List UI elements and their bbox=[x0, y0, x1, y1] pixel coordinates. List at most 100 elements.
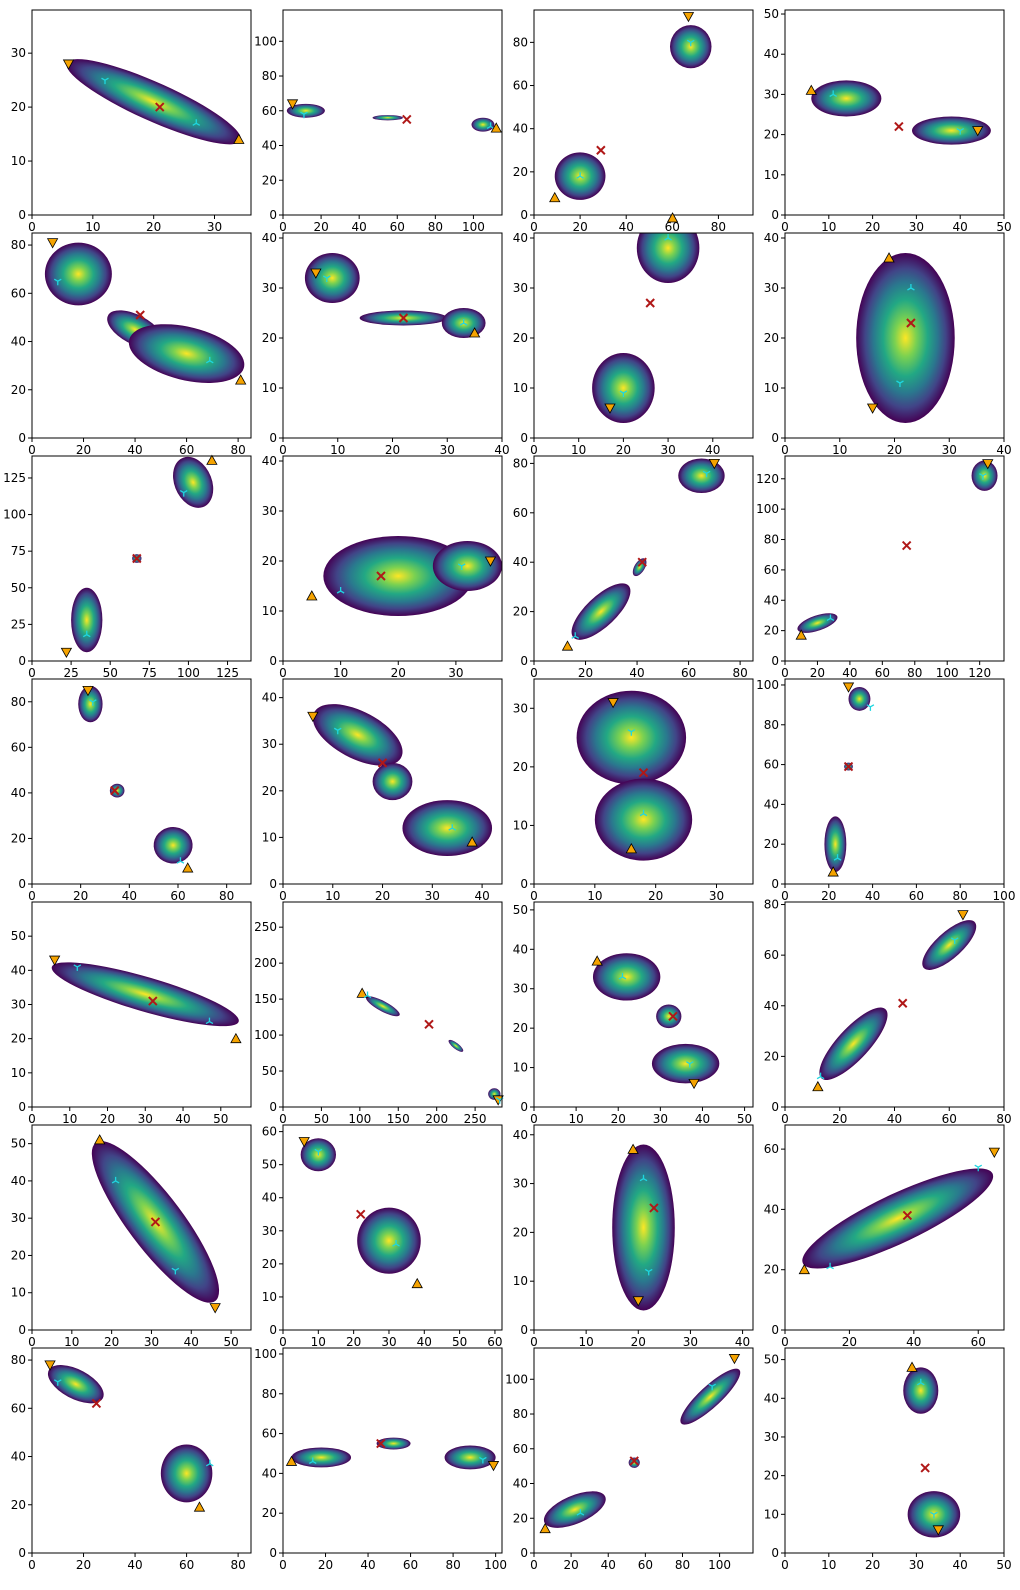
y-tick-label: 0 bbox=[771, 208, 779, 222]
x-tick-label: 60 bbox=[170, 889, 185, 903]
y-tick-label: 20 bbox=[764, 837, 779, 851]
y-tick-label: 0 bbox=[18, 431, 26, 445]
y-tick-label: 80 bbox=[764, 898, 779, 912]
blob bbox=[802, 1168, 994, 1269]
y-tick-label: 0 bbox=[520, 431, 528, 445]
y-tick-label: 20 bbox=[11, 1032, 26, 1046]
y-tick-label: 20 bbox=[262, 554, 277, 568]
x-tick-label: 20 bbox=[146, 220, 161, 234]
marker bbox=[457, 563, 466, 570]
x-tick-label: 80 bbox=[428, 220, 443, 234]
y-tick-label: 40 bbox=[764, 593, 779, 607]
y-tick-label: 0 bbox=[771, 1100, 779, 1114]
heatmap-space bbox=[592, 233, 700, 423]
panel: 0 10 20 30 40 50 0 10 20 30 40 50 bbox=[764, 1347, 1012, 1572]
marker bbox=[392, 1240, 400, 1247]
marker bbox=[956, 128, 965, 135]
marker bbox=[300, 111, 308, 119]
y-tick-label: 60 bbox=[11, 1401, 26, 1415]
marker bbox=[618, 972, 627, 980]
y-tick-label: 0 bbox=[18, 208, 26, 222]
panel: 0 20 40 60 80 0 20 40 60 80 bbox=[513, 9, 754, 234]
x-tick-label: 30 bbox=[683, 1335, 698, 1349]
x-tick-label: 30 bbox=[138, 1112, 153, 1126]
y-tick-label: 100 bbox=[756, 678, 779, 692]
heatmap bbox=[592, 233, 700, 423]
y-tick-label: 0 bbox=[18, 654, 26, 668]
panel: 0 10 20 30 40 0 10 20 30 40 bbox=[262, 231, 510, 457]
y-tick-label: 40 bbox=[764, 1391, 779, 1405]
y-tick-label: 10 bbox=[764, 1507, 779, 1521]
x-tick-label: 20 bbox=[572, 220, 587, 234]
heatmap bbox=[304, 253, 486, 338]
x-tick-label: 0 bbox=[781, 1112, 789, 1126]
marker bbox=[466, 836, 478, 847]
y-tick-label: 20 bbox=[513, 1225, 528, 1239]
heatmap-space bbox=[366, 996, 501, 1100]
x-tick-label: 20 bbox=[887, 443, 902, 457]
x-tick-label: 10 bbox=[821, 220, 836, 234]
y-tick-label: 40 bbox=[764, 1202, 779, 1216]
marker bbox=[62, 59, 75, 70]
marker bbox=[306, 590, 318, 601]
marker bbox=[110, 785, 120, 796]
marker bbox=[982, 459, 994, 470]
marker bbox=[135, 310, 145, 320]
blob bbox=[971, 460, 998, 491]
axes-frame bbox=[784, 901, 1005, 1108]
x-tick-label: 0 bbox=[781, 1558, 789, 1572]
x-tick-label: 25 bbox=[63, 666, 78, 680]
heatmap bbox=[78, 685, 193, 864]
x-tick-label: 40 bbox=[842, 666, 857, 680]
x-tick-label: 100 bbox=[993, 889, 1016, 903]
heatmap bbox=[819, 920, 977, 1080]
axes-frame bbox=[31, 232, 252, 439]
blob bbox=[651, 1043, 720, 1084]
panel: 0 10 20 30 0 10 20 30 bbox=[513, 678, 754, 903]
y-tick-label: 0 bbox=[520, 208, 528, 222]
x-tick-label: 80 bbox=[230, 1558, 245, 1572]
blob bbox=[444, 1445, 496, 1470]
y-tick-label: 25 bbox=[11, 617, 26, 631]
x-tick-label: 0 bbox=[530, 1558, 538, 1572]
x-tick-label: 30 bbox=[144, 1335, 159, 1349]
x-tick-label: 40 bbox=[417, 1335, 432, 1349]
y-tick-label: 125 bbox=[3, 471, 26, 485]
x-tick-label: 40 bbox=[474, 889, 489, 903]
axes-frame bbox=[533, 1347, 754, 1554]
heatmap-space bbox=[543, 1368, 741, 1528]
y-tick-label: 20 bbox=[262, 1257, 277, 1271]
y-tick-label: 0 bbox=[18, 1546, 26, 1560]
marker bbox=[492, 1095, 504, 1106]
x-tick-label: 0 bbox=[781, 220, 789, 234]
y-tick-label: 40 bbox=[262, 231, 277, 245]
x-tick-label: 0 bbox=[279, 443, 287, 457]
heatmap-space bbox=[291, 1437, 496, 1470]
y-tick-label: 20 bbox=[513, 165, 528, 179]
x-tick-label: 60 bbox=[942, 1112, 957, 1126]
y-tick-label: 50 bbox=[11, 1137, 26, 1151]
marker bbox=[233, 133, 245, 144]
marker bbox=[308, 1457, 317, 1465]
marker bbox=[398, 313, 409, 323]
x-tick-label: 30 bbox=[425, 889, 440, 903]
heatmap-space bbox=[612, 1144, 675, 1311]
y-tick-label: 40 bbox=[513, 122, 528, 136]
x-tick-label: 40 bbox=[953, 1558, 968, 1572]
x-tick-label: 100 bbox=[348, 1112, 371, 1126]
x-tick-label: 0 bbox=[28, 1335, 36, 1349]
marker bbox=[901, 540, 912, 551]
axes-frame bbox=[533, 678, 754, 885]
x-tick-label: 250 bbox=[464, 1112, 487, 1126]
y-tick-label: 60 bbox=[513, 506, 528, 520]
heatmap-space bbox=[856, 253, 955, 423]
y-tick-label: 40 bbox=[11, 1174, 26, 1188]
marker bbox=[89, 699, 97, 706]
marker bbox=[972, 126, 984, 137]
heatmap bbox=[323, 536, 502, 616]
axes-frame bbox=[31, 1124, 252, 1331]
heatmap-space bbox=[312, 704, 493, 857]
marker bbox=[60, 647, 73, 659]
marker bbox=[192, 119, 201, 126]
marker bbox=[843, 761, 854, 772]
